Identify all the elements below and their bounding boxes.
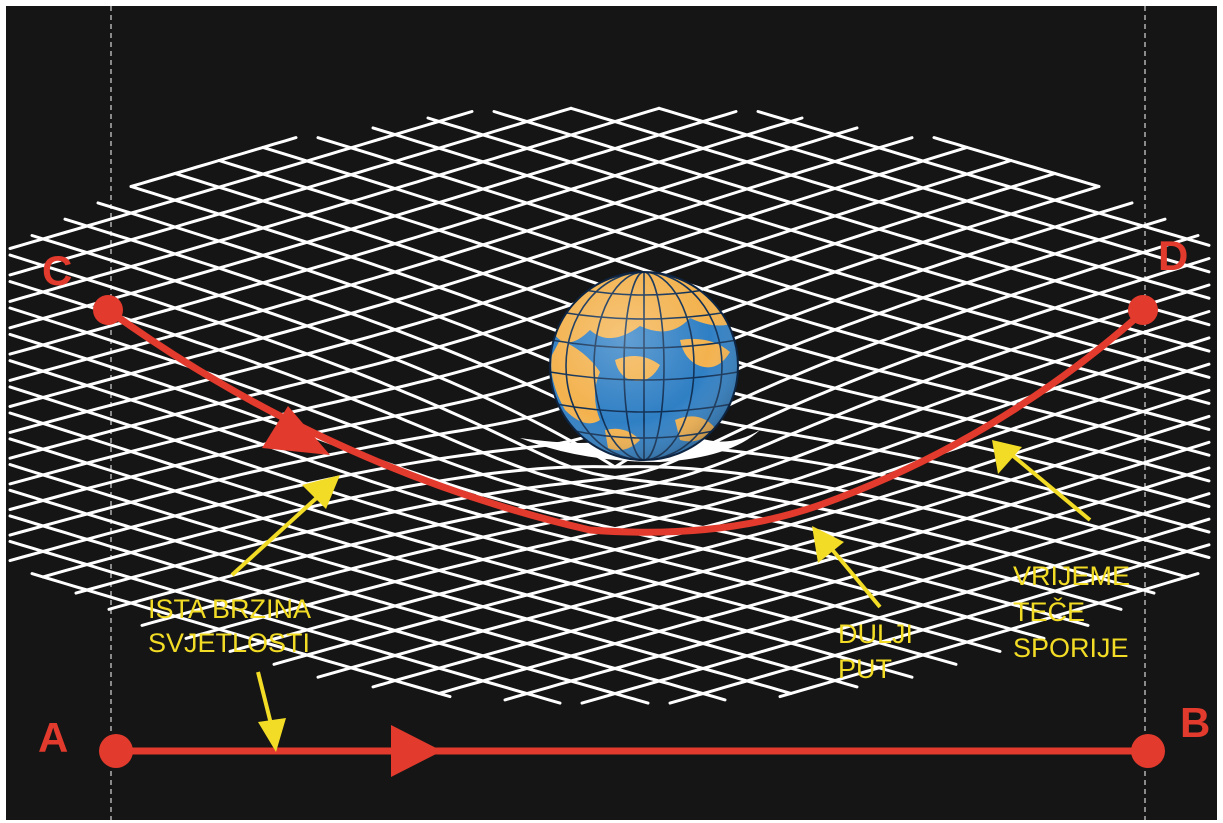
grid-line-u xyxy=(107,283,1211,611)
grid-line-u xyxy=(272,388,1211,666)
grid-line-v xyxy=(8,332,1046,640)
point-a-label: A xyxy=(38,714,68,761)
grid-line-v xyxy=(8,280,1123,611)
label-longer-path-line-1: DULJI xyxy=(838,619,913,649)
arrow-to-slow-time xyxy=(992,440,1092,522)
arrow-to-straight-path xyxy=(256,671,286,752)
label-slower-time-line-3: SPORIJE xyxy=(1013,633,1129,663)
label-same-speed: ISTA BRZINA SVJETLOSTI xyxy=(148,594,317,658)
arrow-to-longer-path xyxy=(812,526,882,609)
grid-line-v xyxy=(8,514,650,705)
point-c-marker xyxy=(93,295,123,325)
grid-line-u xyxy=(8,116,804,356)
grid-line-u xyxy=(8,136,914,408)
grid-line-v xyxy=(492,110,1211,327)
label-slower-time-line-2: TEČE xyxy=(1013,596,1085,627)
arrow-to-curved-path xyxy=(230,475,340,577)
grid-line-v xyxy=(569,106,1211,300)
earth-globe-icon xyxy=(549,271,739,461)
grid-line-v xyxy=(30,234,1189,579)
point-a-marker xyxy=(99,734,133,768)
point-b-marker xyxy=(1131,734,1165,768)
point-b-label: B xyxy=(1180,699,1210,746)
curved-path-c-to-d xyxy=(93,295,1158,536)
label-slower-time: VRIJEME TEČE SPORIJE xyxy=(1013,561,1138,663)
grid-line-v xyxy=(657,106,1211,274)
grid-line-u xyxy=(8,172,1057,486)
grid-line-u xyxy=(129,136,298,188)
grid-line-v xyxy=(426,116,1211,353)
grid-line-u xyxy=(580,517,1211,705)
point-d-marker xyxy=(1128,295,1158,325)
label-longer-path-line-2: PUT xyxy=(838,654,892,684)
label-slower-time-line-1: VRIJEME xyxy=(1013,561,1130,591)
straight-path-arrowhead xyxy=(391,725,442,777)
grid-line-v xyxy=(8,539,562,705)
point-d-label: D xyxy=(1158,232,1188,279)
grid-line-u xyxy=(437,466,1211,695)
grid-line-u xyxy=(668,543,1211,705)
point-c-label: C xyxy=(42,247,72,294)
grid-line-u xyxy=(503,492,1211,702)
grid-line-v xyxy=(8,437,859,689)
grid-line-u xyxy=(8,106,573,277)
label-same-speed-line-1: ISTA BRZINA xyxy=(148,594,311,624)
curved-path-arrowhead xyxy=(262,406,330,455)
grid-line-v xyxy=(30,572,452,699)
grid-line-v xyxy=(8,411,914,679)
annotation-arrows xyxy=(230,440,1092,752)
grid-line-u xyxy=(316,414,1211,679)
grid-line-u xyxy=(371,440,1211,689)
grid-line-v xyxy=(8,488,727,702)
grid-line-u xyxy=(8,145,969,434)
grid-line-v xyxy=(932,136,1101,188)
label-same-speed-line-2: SVJETLOSTI xyxy=(148,628,310,658)
grid-line-v xyxy=(8,253,1156,595)
grid-line-u xyxy=(8,106,661,303)
grid-line-u xyxy=(140,310,1211,627)
straight-path-a-to-b xyxy=(99,725,1165,777)
grid-line-u xyxy=(41,234,1200,579)
grid-line-v xyxy=(8,385,958,666)
grid-line-u xyxy=(778,572,1200,699)
label-longer-path: DULJI PUT xyxy=(838,619,921,684)
grid-line-v xyxy=(316,136,1211,405)
